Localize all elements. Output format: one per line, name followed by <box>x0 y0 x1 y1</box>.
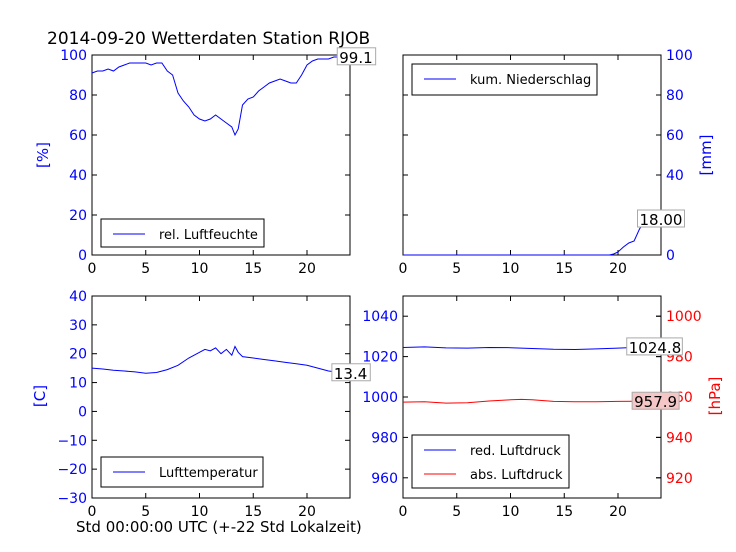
x-tick-label: 0 <box>88 504 97 520</box>
series-line-rel-luftfeuchte <box>91 56 351 137</box>
x-tick-label: 10 <box>191 504 209 520</box>
y-tick-label-right: 60 <box>666 128 684 144</box>
y-axis-label: [C] <box>31 385 49 407</box>
legend-label: kum. Niederschlag <box>470 73 591 88</box>
x-tick-label: 10 <box>502 261 520 277</box>
x-tick-label: 20 <box>298 504 316 520</box>
y-tick-label: 1020 <box>362 350 398 366</box>
y-tick-label-right: 40 <box>666 168 684 184</box>
y-tick-label: 40 <box>69 289 87 305</box>
panel-pressure: 0510152096098010001020104092094096098010… <box>362 295 724 520</box>
y-tick-label-right: 940 <box>666 430 693 446</box>
y-tick-label: −20 <box>57 462 87 478</box>
y-tick-label: 100 <box>60 48 87 64</box>
value-annotation: 1024.8 <box>629 339 682 357</box>
value-annotation-box <box>631 391 680 410</box>
value-annotation-box <box>626 337 683 356</box>
legend-box <box>100 218 265 248</box>
legend-box <box>411 434 570 489</box>
value-annotation-box <box>336 47 377 66</box>
value-annotation-box <box>331 363 371 382</box>
y-tick-label: 10 <box>69 376 87 392</box>
y-tick-label: 1040 <box>362 309 398 325</box>
plot-frame <box>91 54 351 256</box>
y-tick-label: 40 <box>69 168 87 184</box>
y-tick-label-right: 920 <box>666 471 693 487</box>
y-tick-label: −30 <box>57 491 87 507</box>
x-tick-label: 20 <box>609 261 627 277</box>
y-tick-label: 960 <box>371 471 398 487</box>
y-tick-label-right: 1000 <box>666 309 702 325</box>
y-tick-label: 80 <box>69 88 87 104</box>
plot-frame <box>91 295 351 499</box>
series-line-lufttemperatur <box>91 345 351 374</box>
y-tick-label: 30 <box>69 318 87 334</box>
y-tick-label: 60 <box>69 128 87 144</box>
x-tick-label: 0 <box>88 261 97 277</box>
legend-label: abs. Luftdruck <box>470 468 563 483</box>
x-tick-label: 0 <box>399 504 408 520</box>
y-tick-label-right: 0 <box>666 248 675 264</box>
x-tick-label: 15 <box>555 504 573 520</box>
value-annotation: 18.00 <box>640 211 683 229</box>
x-tick-label: 5 <box>452 261 461 277</box>
value-annotation: 957.9 <box>634 393 677 411</box>
x-tick-label: 20 <box>298 261 316 277</box>
value-annotation: 13.4 <box>334 365 367 383</box>
legend-label: Lufttemperatur <box>159 466 258 481</box>
y-tick-label: 0 <box>78 248 87 264</box>
x-tick-label: 10 <box>191 261 209 277</box>
series-line-kum-niederschlag <box>403 218 661 256</box>
y-tick-label: 20 <box>69 347 87 363</box>
x-tick-label: 15 <box>555 261 573 277</box>
x-tick-label: 5 <box>141 504 150 520</box>
chart-title: 2014-09-20 Wetterdaten Station RJOB <box>47 29 370 49</box>
y-tick-label: 980 <box>371 430 398 446</box>
y-tick-label-right: 80 <box>666 88 684 104</box>
x-tick-label: 5 <box>141 261 150 277</box>
series-line-red-luftdruck <box>402 346 662 351</box>
value-annotation-box <box>637 209 685 228</box>
y-axis-label: [%] <box>34 142 52 168</box>
panel-humidity: 0 5 10 15 20 0 20 40 60 80 100 [%] 99.1 rel. Luftfeuc… <box>34 47 377 277</box>
panel-temperature: 0 5 10 15 20 −30 −20 −10 0 10 20 30 40 [C] 13.4 Lufttem… <box>31 289 371 520</box>
x-tick-label: 5 <box>452 504 461 520</box>
x-tick-label: 0 <box>399 261 408 277</box>
x-tick-label: 10 <box>502 504 520 520</box>
y-tick-label: 1000 <box>362 390 398 406</box>
x-axis-label: Std 00:00:00 UTC (+-22 Std Lokalzeit) <box>76 518 362 536</box>
value-annotation: 99.1 <box>339 49 372 67</box>
x-tick-label: 15 <box>244 261 262 277</box>
x-tick-label: 20 <box>609 504 627 520</box>
y-axis-label: [hPa] <box>706 377 724 416</box>
legend-label: red. Luftdruck <box>470 444 561 459</box>
x-tick-label: 15 <box>244 504 262 520</box>
y-tick-label: 0 <box>78 404 87 420</box>
series-line-abs-luftdruck <box>402 398 661 404</box>
y-tick-label-right: 100 <box>666 48 693 64</box>
y-tick-label: −10 <box>57 433 87 449</box>
legend-label: rel. Luftfeuchte <box>159 228 258 243</box>
y-axis-label: [mm] <box>697 135 715 176</box>
y-tick-label: 20 <box>69 208 87 224</box>
